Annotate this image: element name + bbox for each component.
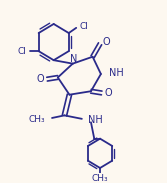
Text: O: O [37, 74, 45, 84]
Text: NH: NH [109, 68, 124, 78]
Text: Cl: Cl [17, 47, 26, 56]
Text: O: O [103, 37, 110, 47]
Text: CH₃: CH₃ [92, 174, 108, 183]
Text: Cl: Cl [80, 23, 89, 31]
Text: CH₃: CH₃ [29, 115, 45, 124]
Text: N: N [70, 54, 77, 64]
Text: O: O [104, 88, 112, 98]
Text: NH: NH [89, 115, 103, 125]
